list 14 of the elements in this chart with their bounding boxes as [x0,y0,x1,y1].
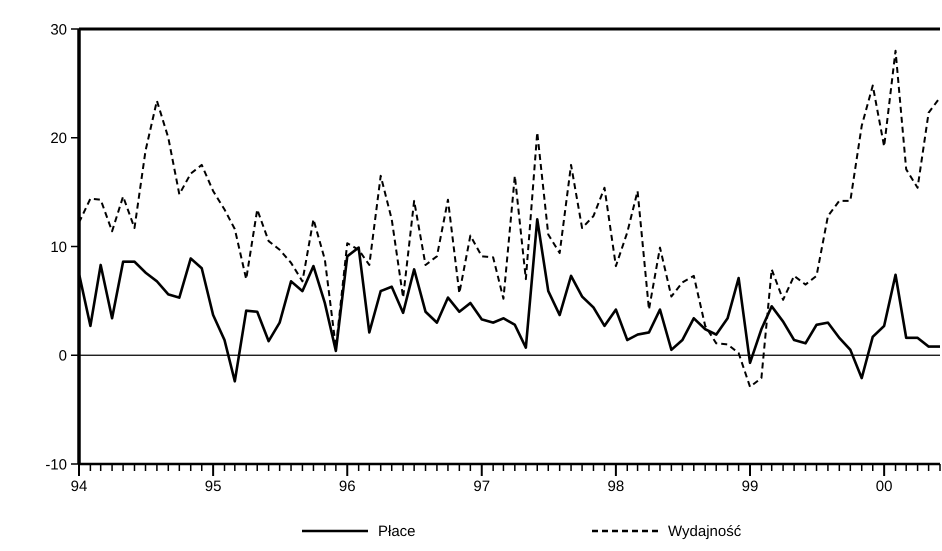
legend-label: Płace [378,523,416,540]
y-tick-label: 10 [50,238,67,256]
y-tick-label: 30 [50,21,67,38]
legend-label: Wydajność [668,523,742,540]
x-tick-label: 00 [876,478,892,495]
y-tick-label: 0 [58,348,67,364]
x-tick-label: 94 [70,478,88,495]
y-tick-label: -10 [45,456,67,474]
x-tick-label: 99 [742,478,758,495]
x-tick-label: 97 [473,478,490,495]
y-tick-label: 20 [50,130,67,147]
x-tick-label: 96 [338,478,356,495]
x-tick-label: 98 [608,478,624,495]
x-tick-label: 95 [204,478,222,495]
